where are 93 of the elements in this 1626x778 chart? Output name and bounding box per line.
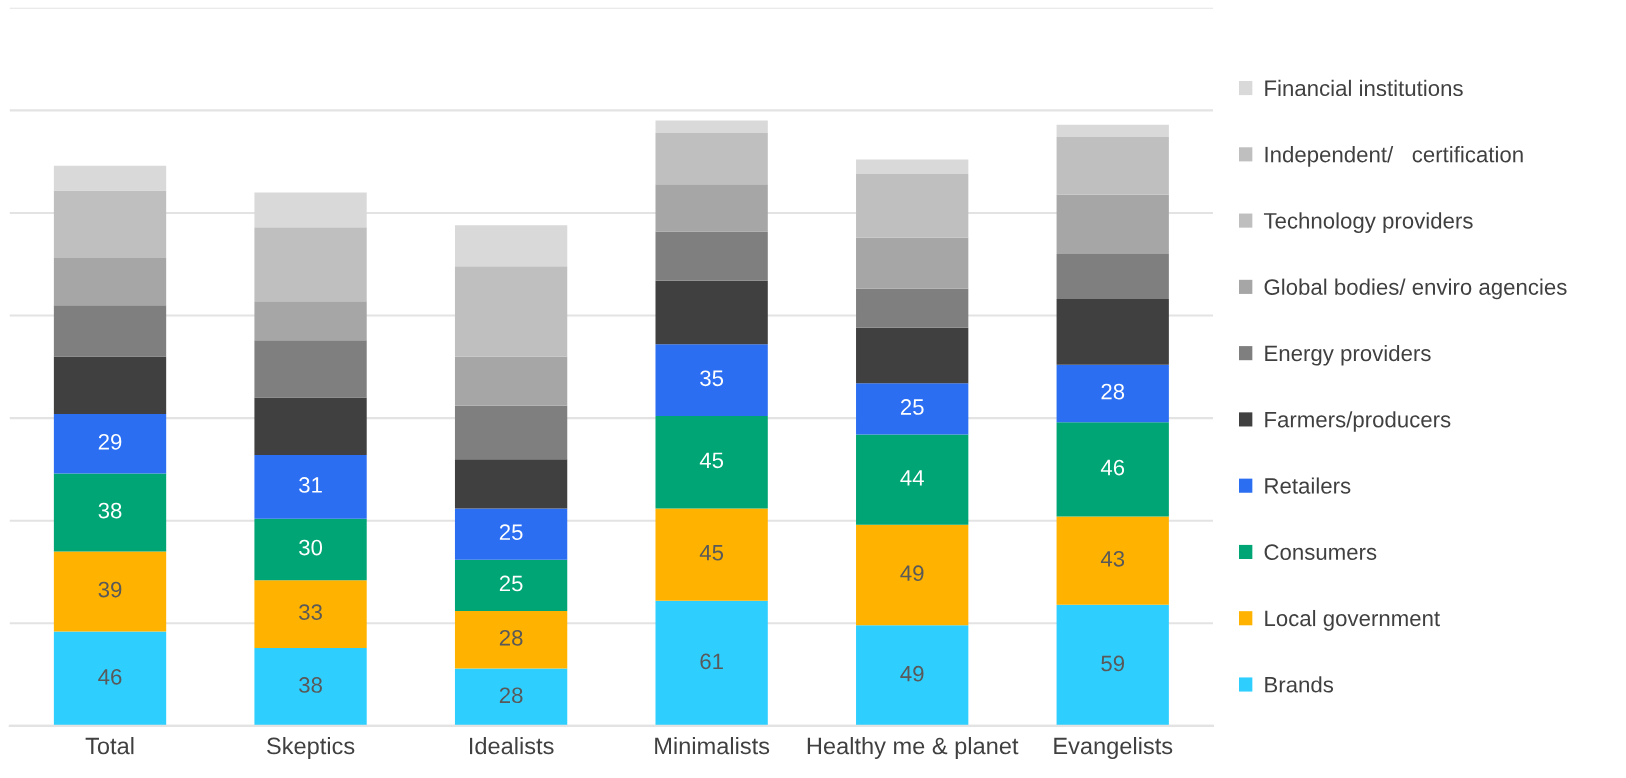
bar — [53, 551, 167, 632]
data-label: 61 — [700, 653, 723, 670]
bar — [53, 165, 167, 191]
bar — [454, 266, 568, 357]
bar — [856, 159, 969, 174]
bar — [454, 405, 568, 460]
bar — [655, 416, 768, 509]
bar — [254, 647, 367, 726]
data-label: 38 — [299, 677, 322, 693]
bar — [1056, 137, 1169, 195]
data-label: 28 — [1101, 383, 1125, 400]
data-label: 38 — [98, 502, 122, 519]
data-label: 33 — [299, 604, 322, 621]
bar — [53, 258, 167, 306]
bar — [254, 397, 367, 456]
x-tick-label: Healthy me & planet — [807, 736, 1019, 759]
bar — [454, 610, 568, 669]
data-label: 31 — [299, 477, 322, 493]
x-tick-label: Skeptics — [267, 736, 355, 759]
bar — [856, 383, 969, 435]
bar — [454, 508, 568, 560]
bar — [53, 190, 167, 259]
legend-label: Financial institutions — [1265, 79, 1463, 97]
legend-label: Independent/ certification — [1265, 146, 1523, 167]
data-label: 28 — [499, 687, 523, 704]
bar — [1056, 516, 1169, 605]
data-label: 30 — [299, 539, 323, 556]
bar — [1056, 299, 1169, 365]
bar — [655, 280, 768, 345]
data-label: 49 — [900, 665, 924, 682]
data-label: 46 — [98, 668, 122, 685]
bar — [1056, 364, 1169, 423]
x-tick-label: Total — [85, 736, 134, 755]
bar — [254, 340, 367, 398]
data-label: 44 — [900, 470, 924, 486]
bar — [1056, 124, 1169, 138]
bar — [254, 301, 367, 341]
data-label: 45 — [699, 545, 724, 561]
data-label: 29 — [98, 433, 122, 450]
data-label: 25 — [499, 524, 523, 541]
data-label: 46 — [1100, 459, 1125, 476]
bar — [1056, 194, 1169, 254]
data-label: 43 — [1100, 550, 1125, 567]
bar — [454, 668, 568, 726]
data-label: 59 — [1101, 655, 1125, 672]
data-label: 25 — [499, 575, 523, 592]
bar — [655, 120, 768, 133]
bar — [53, 631, 167, 726]
data-label: 28 — [499, 629, 523, 646]
bar — [53, 414, 167, 474]
bar — [1056, 422, 1169, 517]
legend-label: Consumers — [1264, 544, 1377, 561]
bar — [254, 518, 367, 581]
legend-label: Technology providers — [1263, 212, 1473, 234]
bar — [655, 184, 768, 232]
legend-label: Brands — [1265, 676, 1334, 693]
legend-label: Local government — [1265, 609, 1440, 631]
legend-label: Global bodies/ enviro agencies — [1264, 278, 1567, 300]
bar — [856, 625, 969, 726]
bar — [655, 231, 768, 281]
legend-label: Retailers — [1265, 477, 1351, 494]
x-tick-label: Idealists — [469, 736, 554, 755]
bar — [856, 237, 969, 289]
bar — [454, 459, 568, 509]
x-tick-label: Minimalists — [655, 736, 770, 755]
bar — [53, 356, 167, 415]
bar — [1056, 253, 1169, 300]
bar — [254, 580, 367, 648]
bar — [454, 559, 568, 611]
data-label: 35 — [700, 370, 724, 387]
x-tick-label: Evangelists — [1054, 736, 1173, 759]
bar — [655, 508, 768, 601]
bar — [1056, 604, 1169, 726]
bar — [856, 173, 969, 238]
data-label: 39 — [98, 581, 122, 598]
bar — [254, 227, 367, 302]
bar — [655, 600, 768, 726]
data-label: 49 — [900, 565, 924, 582]
bar — [655, 344, 768, 417]
bar — [856, 434, 969, 525]
data-label: 45 — [699, 452, 724, 469]
bar — [254, 455, 367, 519]
legend-label: Farmers/producers — [1265, 411, 1451, 432]
data-label: 25 — [900, 399, 924, 415]
bar — [454, 225, 568, 267]
bar — [53, 473, 167, 552]
bar — [856, 327, 969, 384]
legend-label: Energy providers — [1265, 344, 1431, 366]
bar — [856, 524, 969, 626]
bar — [53, 305, 167, 357]
bar — [856, 288, 969, 328]
bar — [655, 132, 768, 185]
bar — [454, 356, 568, 406]
